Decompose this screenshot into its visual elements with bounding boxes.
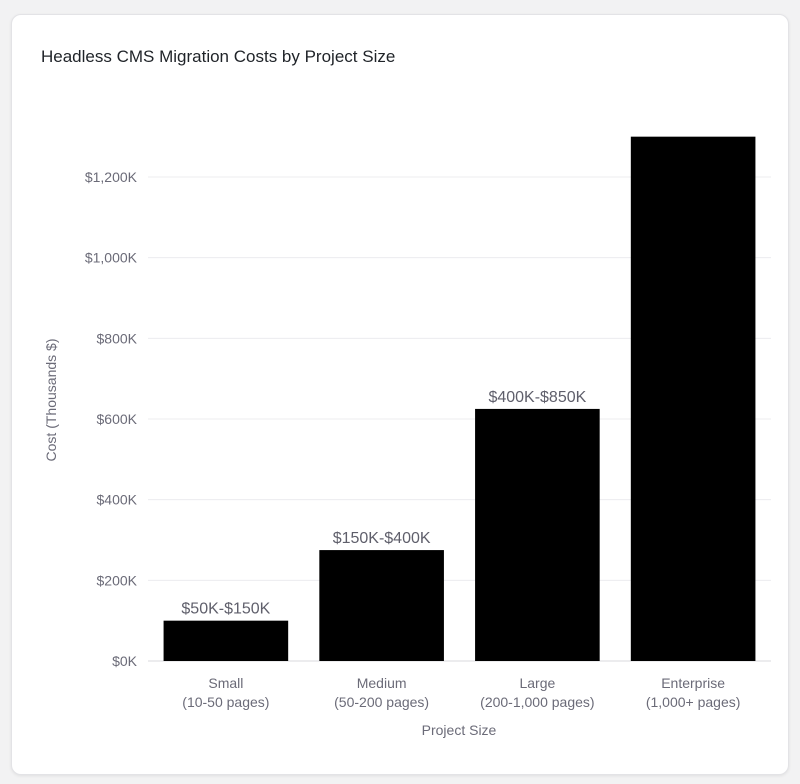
x-tick-label: (50-200 pages) xyxy=(334,694,429,710)
y-tick-label: $0K xyxy=(112,653,138,669)
x-tick-label: Large xyxy=(519,675,555,691)
y-tick-label: $1,000K xyxy=(85,250,138,266)
bar xyxy=(319,550,444,661)
bar-data-label: $400K-$850K xyxy=(488,389,586,406)
bar-data-label: $50K-$150K xyxy=(181,601,270,618)
y-tick-label: $600K xyxy=(97,411,138,427)
bars xyxy=(163,136,756,661)
x-tick-label: Enterprise xyxy=(661,675,725,691)
y-tick-label: $400K xyxy=(97,492,138,508)
chart-title: Headless CMS Migration Costs by Project … xyxy=(41,47,396,66)
x-tick-label: Small xyxy=(208,675,243,691)
x-tick-label: (1,000+ pages) xyxy=(646,694,741,710)
x-axis-ticks: Small (10-50 pages) Medium (50-200 pages) La… xyxy=(182,675,740,710)
x-tick-label: (10-50 pages) xyxy=(182,694,269,710)
y-tick-label: $1,200K xyxy=(85,169,138,185)
y-tick-label: $200K xyxy=(97,572,138,588)
bar-data-label: $150K-$400K xyxy=(333,530,431,547)
y-axis-ticks: $0K $200K $400K $600K $800K $1,000K $1,200K xyxy=(85,169,138,669)
x-axis-label: Project Size xyxy=(422,722,497,738)
x-tick-label: Medium xyxy=(357,675,407,691)
bar xyxy=(630,136,756,661)
y-tick-label: $800K xyxy=(97,330,138,346)
y-axis-label: Cost (Thousands $) xyxy=(43,339,59,462)
bar xyxy=(163,620,289,661)
data-labels: $50K-$150K $150K-$400K $400K-$850K xyxy=(181,389,586,618)
x-tick-label: (200-1,000 pages) xyxy=(480,694,594,710)
bar xyxy=(475,408,600,661)
